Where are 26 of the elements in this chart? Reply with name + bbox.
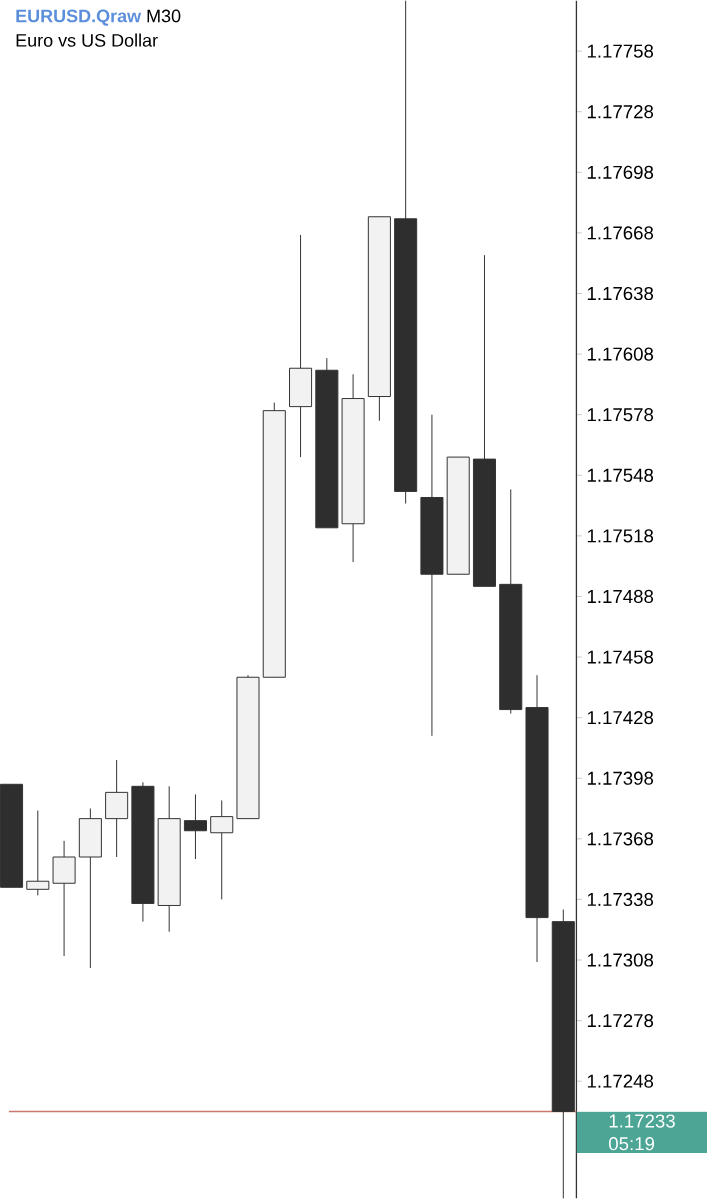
y-tick-label: 1.17608: [587, 347, 653, 361]
candlestick: [26, 810, 50, 896]
annotation: M30: [147, 9, 181, 23]
y-tick-label: 1.17758: [587, 44, 653, 58]
y-tick-label: 1.17368: [587, 832, 653, 846]
chart-title: EURUSD.Qraw: [16, 9, 141, 26]
y-tick-label: 1.17338: [587, 892, 653, 907]
y-tick-label: 1.17578: [587, 408, 653, 422]
y-tick-label: 1.17248: [587, 1074, 653, 1088]
y-tick-label: 1.17278: [587, 1013, 653, 1028]
text: Euro vs US Dollar: [16, 33, 158, 47]
y-tick-label: 1.17698: [587, 165, 653, 179]
y-tick-label: 1.17308: [587, 953, 653, 967]
y-tick-label: 1.17668: [587, 226, 653, 240]
text: 05:19: [608, 1137, 654, 1151]
y-tick-label: 1.17548: [587, 468, 653, 482]
ref-line-label: 1.17233: [609, 1114, 675, 1128]
candlestick: [210, 799, 234, 900]
y-tick-label: 1.17458: [587, 650, 653, 664]
y-tick-label: 1.17728: [587, 105, 653, 119]
y-tick-label: 1.17638: [587, 286, 653, 301]
y-tick-label: 1.17488: [587, 589, 653, 604]
y-tick-label: 1.17428: [587, 711, 653, 725]
y-tick-label: 1.17518: [587, 529, 653, 543]
y-tick-label: 1.17398: [587, 771, 653, 785]
candlestick: [183, 793, 207, 860]
